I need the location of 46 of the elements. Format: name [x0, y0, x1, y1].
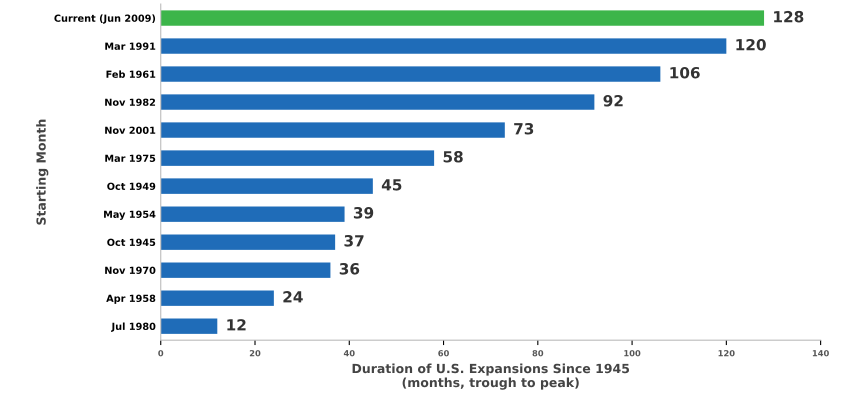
y-tick-label: Jul 1980 — [111, 322, 156, 332]
data-label: 73 — [514, 122, 534, 135]
y-tick-label: Oct 1949 — [107, 182, 156, 190]
data-label: 58 — [444, 150, 463, 163]
x-tick-label: 80 — [532, 350, 544, 356]
bar — [160, 10, 764, 26]
data-label: 12 — [227, 319, 246, 330]
x-tick-label: 20 — [250, 350, 260, 356]
bar — [160, 122, 505, 138]
bar — [160, 66, 660, 82]
data-label: 39 — [354, 207, 374, 219]
data-label: 24 — [283, 291, 303, 302]
y-tick-label: Mar 1975 — [105, 154, 156, 162]
x-tick-label: 40 — [344, 350, 355, 356]
y-tick-label: Feb 1961 — [106, 70, 156, 78]
bar — [160, 318, 218, 334]
x-tick-label: 100 — [624, 350, 640, 356]
data-label: 45 — [382, 179, 402, 191]
data-label: 120 — [736, 38, 766, 50]
y-tick-label: Nov 2001 — [105, 126, 156, 134]
y-tick-label: Current (Jun 2009) — [54, 14, 156, 24]
bar — [160, 150, 434, 166]
y-tick-label: Oct 1945 — [107, 238, 156, 246]
y-tick-label: May 1954 — [104, 210, 156, 220]
data-label: 128 — [774, 10, 804, 22]
data-label: 106 — [670, 66, 700, 79]
x-tick-label: 120 — [718, 350, 735, 356]
bar — [160, 206, 345, 222]
data-label: 92 — [604, 94, 623, 107]
x-tick-label: 140 — [812, 350, 829, 356]
y-tick-label: Nov 1982 — [105, 98, 156, 106]
y-tick-label: Nov 1970 — [105, 266, 156, 274]
data-label: 37 — [344, 235, 364, 247]
x-tick-label: 60 — [438, 350, 449, 356]
bar — [160, 38, 726, 54]
y-tick-label: Mar 1991 — [105, 42, 156, 50]
bar — [160, 290, 274, 306]
y-tick-label: Apr 1958 — [106, 294, 156, 304]
x-tick-label: 0 — [158, 350, 164, 356]
bar — [160, 94, 594, 110]
bar — [160, 178, 373, 194]
y-axis-title: Starting Month — [36, 120, 48, 225]
x-axis-title: Duration of U.S. Expansions Since 1945 (months, trough to peak) — [352, 364, 630, 390]
bar — [160, 262, 330, 278]
bar — [160, 234, 336, 250]
data-label: 36 — [340, 263, 360, 275]
